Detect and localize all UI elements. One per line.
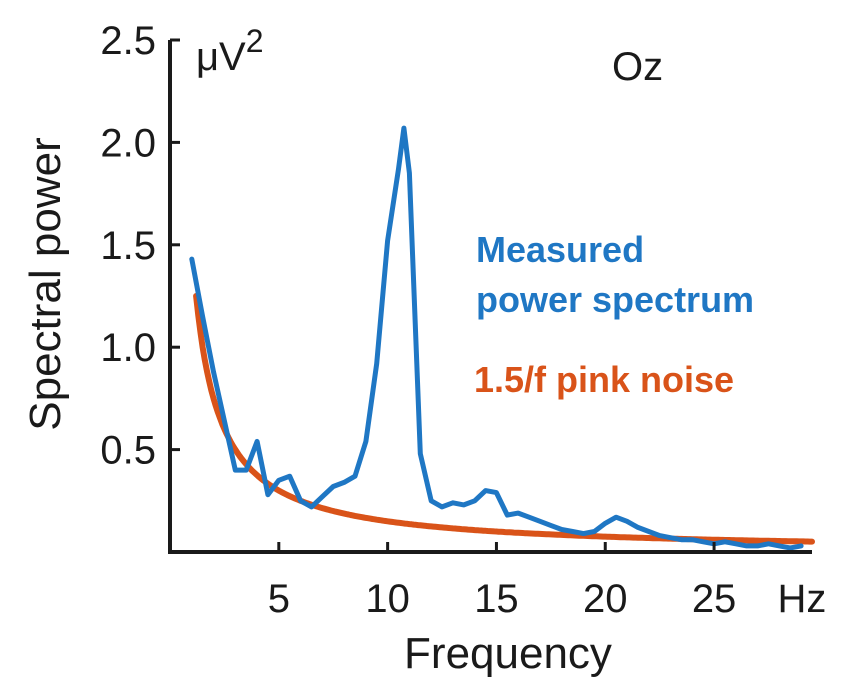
x-tick-label: 10 <box>365 577 410 621</box>
y-unit-label: μV2 <box>196 23 264 79</box>
series-line-measured <box>189 125 804 551</box>
y-tick-label: 1.0 <box>100 326 156 370</box>
y-tick-label: 1.5 <box>100 224 156 268</box>
x-tick-label: 25 <box>692 577 737 621</box>
legend-measured-line-1: Measured <box>476 229 644 270</box>
x-tick-label: 15 <box>474 577 519 621</box>
plot-area: 0.5 1.0 1.5 2.0 2.5 5 10 15 20 25 <box>100 19 815 621</box>
y-axis-label: Spectral power <box>21 137 70 430</box>
y-tick-label: 2.0 <box>100 121 156 165</box>
y-tick-label: 2.5 <box>100 19 156 63</box>
x-tick-label: 20 <box>583 577 628 621</box>
x-unit-label: Hz <box>778 577 827 621</box>
x-tick-label: 5 <box>268 577 290 621</box>
y-tick-label: 0.5 <box>100 429 156 473</box>
legend-pink-noise: 1.5/f pink noise <box>474 359 734 400</box>
legend-measured-line-2: power spectrum <box>476 279 754 320</box>
panel-label: Oz <box>612 45 663 89</box>
x-axis-label: Frequency <box>404 629 612 678</box>
